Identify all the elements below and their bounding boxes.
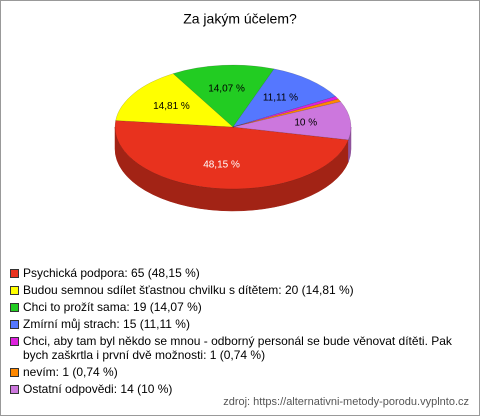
legend-item: Psychická podpora: 65 (48,15 %)	[9, 266, 469, 280]
legend-item: Zmírní můj strach: 15 (11,11 %)	[9, 317, 469, 331]
legend-item: Chci to prožít sama: 19 (14,07 %)	[9, 300, 469, 314]
value-label: 14,07 %	[208, 83, 245, 94]
value-label: 10 %	[294, 118, 317, 129]
slice	[115, 73, 234, 128]
value-label: 48,15 %	[203, 160, 240, 171]
legend-swatch	[10, 368, 19, 377]
legend-swatch	[10, 385, 19, 394]
slice	[172, 64, 275, 128]
slice	[232, 101, 352, 141]
legend-swatch	[10, 337, 19, 346]
legend-item: Chci, aby tam byl někdo se mnou - odborn…	[9, 334, 469, 362]
legend-label: Ostatní odpovědi: 14 (10 %)	[23, 382, 173, 396]
slice	[114, 120, 349, 190]
slice	[232, 96, 339, 128]
chart-title: Za jakým účelem?	[183, 11, 297, 27]
legend-swatch	[10, 286, 19, 295]
slice	[232, 98, 342, 128]
legend-label: Psychická podpora: 65 (48,15 %)	[23, 266, 200, 280]
legend-label: Chci, aby tam byl někdo se mnou - odborn…	[23, 334, 452, 362]
value-label: 11,11 %	[263, 92, 298, 103]
slice	[232, 68, 337, 128]
legend-item: Ostatní odpovědi: 14 (10 %)	[9, 382, 469, 396]
value-label: 14,81 %	[153, 101, 190, 112]
legend-swatch	[10, 320, 19, 329]
legend-label: Budou semnou sdílet šťastnou chvilku s d…	[23, 283, 354, 297]
legend-item: nevím: 1 (0,74 %)	[9, 365, 469, 379]
legend-item: Budou semnou sdílet šťastnou chvilku s d…	[9, 283, 469, 297]
legend-label: Chci to prožít sama: 19 (14,07 %)	[23, 300, 202, 314]
legend-label: Zmírní můj strach: 15 (11,11 %)	[23, 317, 190, 331]
legend: Psychická podpora: 65 (48,15 %) Budou sem…	[9, 266, 469, 399]
source: zdroj: https://alternativni-metody-porod…	[223, 396, 469, 408]
legend-swatch	[10, 303, 19, 312]
pie-area: Za jakým účelem? 48,15 % 14,81 % 14,07 % 11…	[114, 11, 352, 212]
legend-swatch	[10, 269, 19, 278]
legend-label: nevím: 1 (0,74 %)	[23, 365, 118, 379]
